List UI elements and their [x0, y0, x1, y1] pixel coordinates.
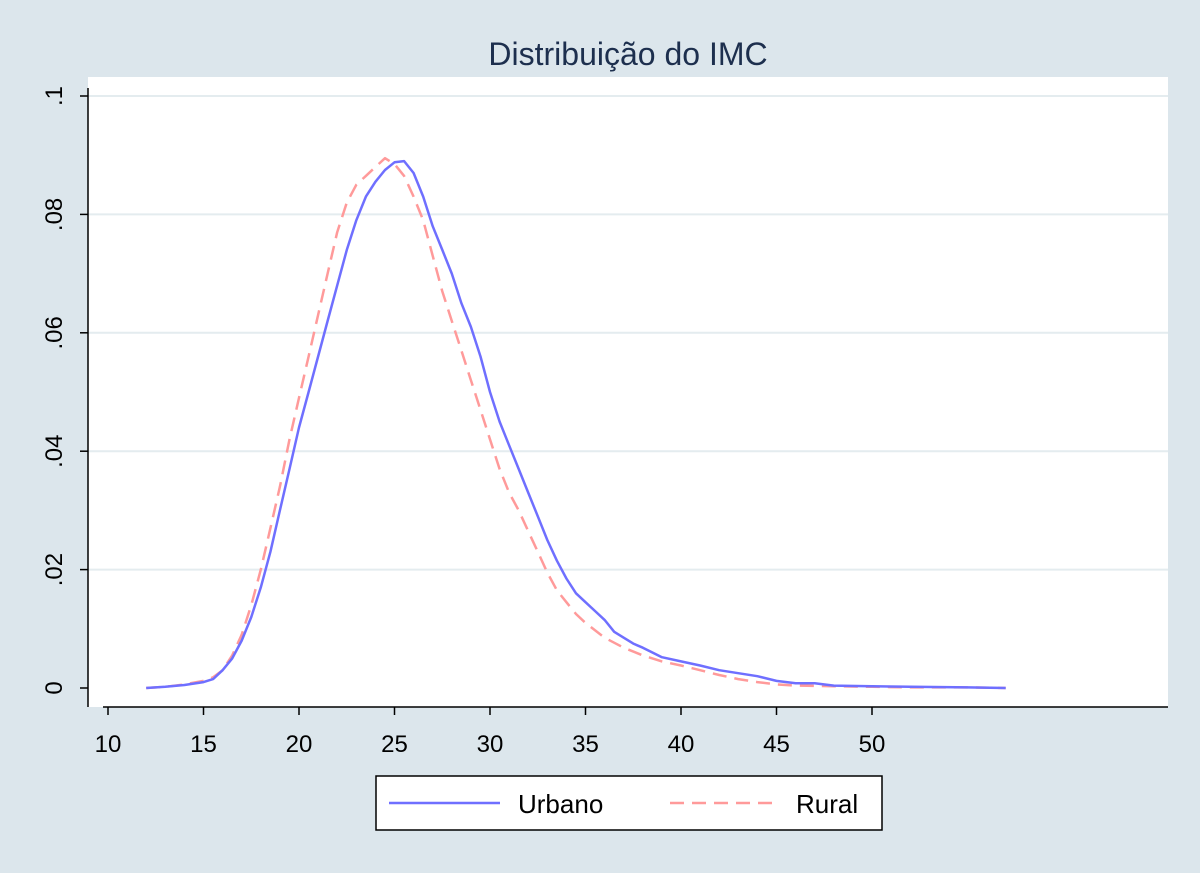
series-line-urbano — [146, 159, 1006, 690]
axes: 0 .02 .04 .06 .08 .1 10 15 20 25 30 35 40 45 50 — [41, 86, 1168, 758]
series-line-rural — [146, 156, 1006, 690]
chart-title: Distribuição do IMC — [488, 36, 767, 72]
grid-lines — [88, 95, 1168, 571]
plot-area — [88, 77, 1168, 707]
y-tick-label-3: .06 — [41, 316, 68, 349]
x-tick-label-8: 50 — [859, 731, 886, 758]
x-tick-label-5: 35 — [572, 731, 599, 758]
y-tick-label-2: .04 — [41, 435, 68, 468]
x-tick-label-6: 40 — [668, 731, 695, 758]
x-tick-label-2: 20 — [286, 731, 313, 758]
x-tick-label-4: 30 — [477, 731, 504, 758]
y-tick-label-1: .02 — [41, 553, 68, 586]
series-layer — [146, 156, 1006, 690]
legend-label-urbano: Urbano — [518, 789, 603, 819]
legend: Urbano Rural — [375, 775, 883, 831]
y-tick-label-0: 0 — [41, 681, 68, 694]
x-tick-label-7: 45 — [763, 731, 790, 758]
x-tick-label-3: 25 — [381, 731, 408, 758]
y-tick-label-5: .1 — [41, 86, 68, 106]
y-tick-label-4: .08 — [41, 198, 68, 231]
x-tick-label-1: 15 — [190, 731, 217, 758]
legend-label-rural: Rural — [796, 789, 858, 819]
x-tick-label-0: 10 — [95, 731, 122, 758]
